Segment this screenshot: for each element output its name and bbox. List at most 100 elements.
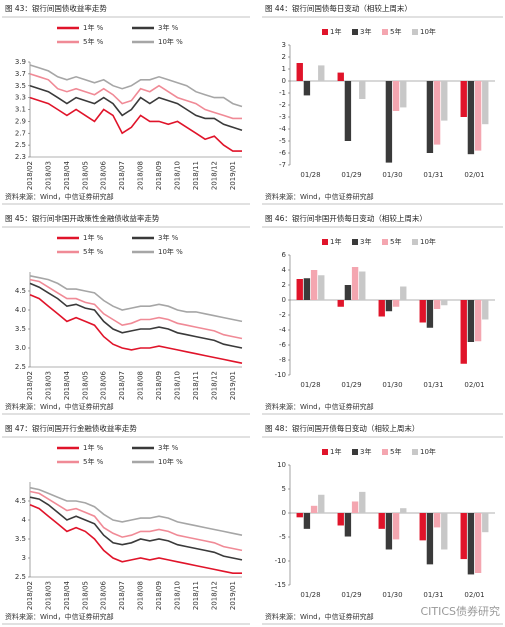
bar: [426, 513, 434, 565]
x-tick-label: 2018/07: [118, 371, 126, 400]
y-tick-label: 1: [282, 65, 286, 73]
legend-label: 1年 %: [83, 233, 104, 242]
x-tick-label: 2018/08: [137, 161, 145, 190]
y-tick-label: 2.5: [15, 141, 26, 149]
bar: [467, 513, 475, 575]
y-tick-label: 4.5: [15, 497, 26, 505]
chart-title: 图 44：银行间国债每日变动（相较上周末）: [265, 3, 412, 13]
legend-swatch: [412, 449, 418, 455]
chart-title: 图 45：银行间非国开政策性金融债收益率走势: [5, 213, 160, 223]
y-tick-label: 4.5: [15, 287, 26, 295]
x-tick-label: 2018/05: [81, 371, 89, 400]
x-tick-label: 2018/02: [26, 161, 34, 190]
bar: [351, 501, 359, 513]
x-tick-label: 02/01: [464, 171, 484, 179]
legend-swatch: [322, 29, 328, 35]
y-tick-label: 2.7: [15, 129, 26, 137]
y-tick-label: 3.5: [15, 325, 26, 333]
bar: [337, 72, 344, 81]
legend-swatch: [382, 29, 388, 35]
y-tick-label: -3: [279, 113, 286, 121]
y-tick-label: 0: [282, 77, 286, 85]
y-tick-label: 6: [282, 251, 287, 259]
legend-swatch: [352, 449, 358, 455]
bar: [433, 513, 441, 528]
y-tick-label: 2: [282, 53, 286, 61]
x-tick-label: 2018/07: [118, 161, 126, 190]
x-tick-label: 2018/06: [100, 580, 108, 610]
watermark: CITICS债券研究: [420, 604, 500, 618]
x-tick-label: 2018/08: [137, 371, 145, 400]
x-tick-label: 01/31: [423, 171, 443, 179]
bar: [385, 300, 393, 312]
x-tick-label: 2018/07: [118, 581, 126, 610]
bar: [385, 81, 393, 163]
bar: [318, 494, 325, 513]
bar: [460, 300, 467, 364]
legend-label: 10年: [420, 447, 436, 456]
x-tick-label: 2018/11: [192, 581, 200, 610]
source-note: 资料来源：Wind，中信证券研究部: [5, 612, 114, 621]
y-tick-label: -5: [279, 137, 286, 145]
x-tick-label: 01/28: [300, 381, 320, 389]
series-line: [29, 84, 243, 132]
y-tick-label: -15: [275, 581, 286, 589]
x-tick-label: 01/31: [423, 591, 443, 599]
bar: [392, 81, 400, 111]
chart-title: 图 48：银行间国开债每日变动（相较上周末）: [265, 423, 419, 433]
series-line: [29, 496, 243, 561]
bar: [433, 81, 441, 145]
x-tick-label: 2018/02: [26, 581, 34, 610]
y-tick-label: 2: [282, 281, 286, 289]
legend-swatch: [382, 449, 388, 455]
y-tick-label: -2: [279, 311, 286, 319]
x-tick-label: 2018/04: [63, 580, 71, 610]
legend-label: 10年 %: [158, 37, 183, 46]
y-tick-label: -7: [279, 161, 286, 169]
bar: [359, 491, 366, 513]
legend-label: 5年 %: [83, 247, 104, 256]
source-note: 资料来源：Wind，中信证券研究部: [5, 402, 114, 411]
bar: [419, 513, 426, 541]
y-tick-label: 10: [277, 461, 286, 469]
bar: [303, 81, 311, 96]
chart-title: 图 43：银行间国债收益率走势: [5, 3, 107, 13]
legend-swatch: [412, 29, 418, 35]
series-line: [29, 294, 243, 364]
x-tick-label: 2018/10: [173, 371, 181, 400]
source-note: 资料来源：Wind，中信证券研究部: [5, 192, 114, 201]
legend-swatch: [352, 29, 358, 35]
legend-swatch: [352, 239, 358, 245]
x-tick-label: 01/29: [341, 381, 361, 389]
series-line: [29, 278, 243, 340]
bar: [482, 513, 489, 533]
x-tick-label: 2018/10: [173, 161, 181, 190]
legend-label: 5年: [390, 237, 401, 246]
x-tick-label: 2019/01: [229, 581, 237, 610]
bar: [467, 300, 475, 342]
y-tick-label: -10: [275, 557, 286, 565]
x-tick-label: 2018/12: [210, 581, 218, 610]
bar: [344, 285, 352, 300]
x-tick-label: 2018/09: [155, 161, 163, 190]
source-note: 资料来源：Wind，中信证券研究部: [265, 612, 374, 621]
bar: [359, 81, 366, 99]
x-tick-label: 2018/11: [192, 371, 200, 400]
bar: [296, 513, 303, 518]
x-tick-label: 2018/05: [81, 161, 89, 190]
x-tick-label: 01/28: [300, 171, 320, 179]
y-tick-label: -10: [275, 371, 286, 379]
bar: [318, 275, 325, 300]
legend-label: 10年 %: [158, 247, 183, 256]
legend-label: 1年: [330, 447, 341, 456]
legend-swatch: [322, 449, 328, 455]
y-tick-label: -2: [279, 101, 286, 109]
bar: [392, 513, 400, 540]
bar: [337, 300, 344, 307]
legend-label: 10年 %: [158, 457, 183, 466]
bar: [419, 300, 426, 323]
legend-label: 10年: [420, 237, 436, 246]
series-line: [29, 96, 242, 152]
x-tick-label: 2018/08: [137, 581, 145, 610]
legend-swatch: [412, 239, 418, 245]
